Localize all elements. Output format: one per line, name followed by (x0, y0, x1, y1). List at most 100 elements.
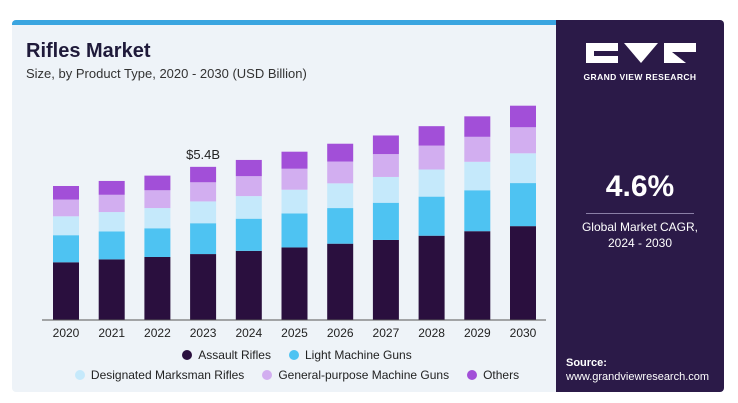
legend-row-1: Assault Rifles Light Machine Guns (42, 348, 552, 362)
bar-segment-2021-designated-marksman-rifles (98, 212, 125, 232)
bar-segment-2023-general-purpose-machine-guns (190, 182, 217, 202)
bar-segment-2022-general-purpose-machine-guns (144, 190, 171, 209)
bar-segment-2025-designated-marksman-rifles (281, 189, 308, 214)
cagr-label: Global Market CAGR, 2024 - 2030 (556, 219, 724, 251)
bar-segment-2029-others (464, 116, 491, 137)
bar-segment-2026-general-purpose-machine-guns (327, 161, 354, 184)
bar-segment-2025-light-machine-guns (281, 213, 308, 248)
bar-segment-2020-general-purpose-machine-guns (53, 199, 79, 217)
bar-segment-2025-others (281, 151, 308, 169)
legend-row-2: Designated Marksman Rifles General-purpo… (42, 368, 552, 382)
bar-segment-2021-general-purpose-machine-guns (98, 194, 125, 213)
cagr-value: 4.6% (605, 170, 675, 203)
bar-segment-2026-light-machine-guns (327, 208, 354, 244)
bar-segment-2028-designated-marksman-rifles (418, 169, 445, 197)
bar-segment-2024-others (235, 159, 262, 177)
cagr-label-line-1: Global Market CAGR, (581, 220, 699, 234)
bar-segment-2029-light-machine-guns (464, 190, 491, 232)
chart-legend: Assault Rifles Light Machine Guns Design… (42, 348, 552, 388)
x-tick-label: 2029 (464, 326, 491, 340)
legend-swatch (288, 350, 299, 360)
bar-segment-2026-designated-marksman-rifles (327, 183, 354, 209)
legend-label: Others (483, 368, 520, 382)
legend-label: Designated Marksman Rifles (90, 368, 245, 382)
legend-item-designated-marksman-rifles: Designated Marksman Rifles (74, 368, 245, 382)
bar-segment-2030-others (510, 105, 536, 128)
bar-segment-2024-designated-marksman-rifles (235, 196, 262, 219)
bar-segment-2021-assault-rifles (98, 259, 125, 320)
bar-segment-2026-assault-rifles (327, 243, 354, 320)
bar-segment-2024-assault-rifles (235, 250, 262, 320)
bar-segment-2023-others (190, 166, 217, 183)
bar-segment-2028-light-machine-guns (418, 196, 445, 236)
cagr-label-line-2: 2024 - 2030 (607, 236, 673, 250)
source-note: Source: www.grandviewresearch.com (566, 356, 709, 384)
legend-item-others: Others (467, 368, 519, 382)
x-tick-label: 2020 (53, 326, 80, 340)
source-label: Source: (566, 357, 607, 369)
legend-label: Light Machine Guns (304, 348, 412, 362)
legend-swatch (74, 370, 85, 380)
chart-subtitle: Size, by Product Type, 2020 - 2030 (USD … (26, 66, 307, 81)
bar-segment-2020-assault-rifles (53, 262, 79, 320)
legend-swatch (262, 370, 273, 380)
bar-segment-2028-others (418, 126, 445, 146)
grand-view-research-logo (586, 43, 696, 63)
bar-segment-2029-general-purpose-machine-guns (464, 136, 491, 162)
bar-segment-2022-designated-marksman-rifles (144, 208, 171, 229)
legend-item-assault-rifles: Assault Rifles (182, 348, 271, 362)
x-tick-label: 2024 (235, 326, 262, 340)
bar-segment-2021-light-machine-guns (98, 231, 125, 260)
bar-segment-2030-assault-rifles (510, 226, 536, 320)
bar-segment-2027-others (372, 135, 399, 155)
bar-segment-2023-designated-marksman-rifles (190, 201, 217, 224)
legend-swatch (182, 350, 193, 360)
legend-label: General-purpose Machine Guns (278, 368, 450, 382)
bar-segment-2029-designated-marksman-rifles (464, 161, 491, 191)
bar-segment-2026-others (327, 143, 354, 162)
x-tick-label: 2028 (418, 326, 445, 340)
x-tick-label: 2026 (327, 326, 354, 340)
cagr-divider (586, 213, 694, 214)
bar-segment-2027-assault-rifles (372, 239, 399, 320)
bar-segment-2024-light-machine-guns (235, 218, 262, 251)
bar-segment-2023-light-machine-guns (190, 223, 217, 255)
bar-segment-2027-general-purpose-machine-guns (372, 154, 399, 177)
bar-segment-2020-designated-marksman-rifles (53, 216, 79, 236)
bar-segment-2029-assault-rifles (464, 231, 491, 320)
bar-segment-2020-light-machine-guns (53, 235, 79, 263)
bar-segment-2020-others (53, 185, 79, 200)
bar-segment-2022-others (144, 175, 171, 191)
logo-text: GRAND VIEW RESEARCH (583, 72, 697, 82)
legend-item-general-purpose-machine-guns: General-purpose Machine Guns (262, 368, 449, 382)
bar-segment-2030-light-machine-guns (510, 183, 536, 227)
x-tick-label: 2027 (373, 326, 400, 340)
bar-segment-2028-assault-rifles (418, 235, 445, 320)
data-label-annotation: $5.4B (186, 147, 220, 162)
legend-label: Assault Rifles (198, 348, 271, 362)
bar-segment-2024-general-purpose-machine-guns (235, 176, 262, 197)
x-tick-label: 2023 (190, 326, 217, 340)
bar-segment-2027-light-machine-guns (372, 202, 399, 240)
bar-segment-2021-others (98, 180, 125, 195)
chart-title: Rifles Market (26, 40, 151, 62)
sidebar-panel: GRAND VIEW RESEARCH 4.6% Global Market C… (556, 20, 724, 392)
bar-segment-2027-designated-marksman-rifles (372, 176, 399, 203)
bar-segment-2022-assault-rifles (144, 256, 171, 320)
x-tick-label: 2021 (98, 326, 125, 340)
accent-bar (12, 20, 556, 25)
bar-segment-2030-general-purpose-machine-guns (510, 127, 536, 154)
bar-segment-2030-designated-marksman-rifles (510, 153, 536, 184)
bar-segment-2025-assault-rifles (281, 247, 308, 320)
x-tick-label: 2030 (510, 326, 537, 340)
legend-item-light-machine-guns: Light Machine Guns (288, 348, 412, 362)
bar-segment-2022-light-machine-guns (144, 228, 171, 257)
x-tick-label: 2022 (144, 326, 171, 340)
stacked-bar-chart: 2020 2021 2022 2023 $5.4B 2024 2025 2026 2027 202… (42, 105, 546, 340)
source-url[interactable]: www.grandviewresearch.com (566, 371, 710, 383)
x-tick-label: 2025 (281, 326, 308, 340)
bar-segment-2028-general-purpose-machine-guns (418, 145, 445, 170)
bar-segment-2025-general-purpose-machine-guns (281, 168, 308, 190)
chart-card: Rifles Market Size, by Product Type, 202… (12, 20, 724, 392)
bar-segment-2023-assault-rifles (190, 254, 217, 320)
